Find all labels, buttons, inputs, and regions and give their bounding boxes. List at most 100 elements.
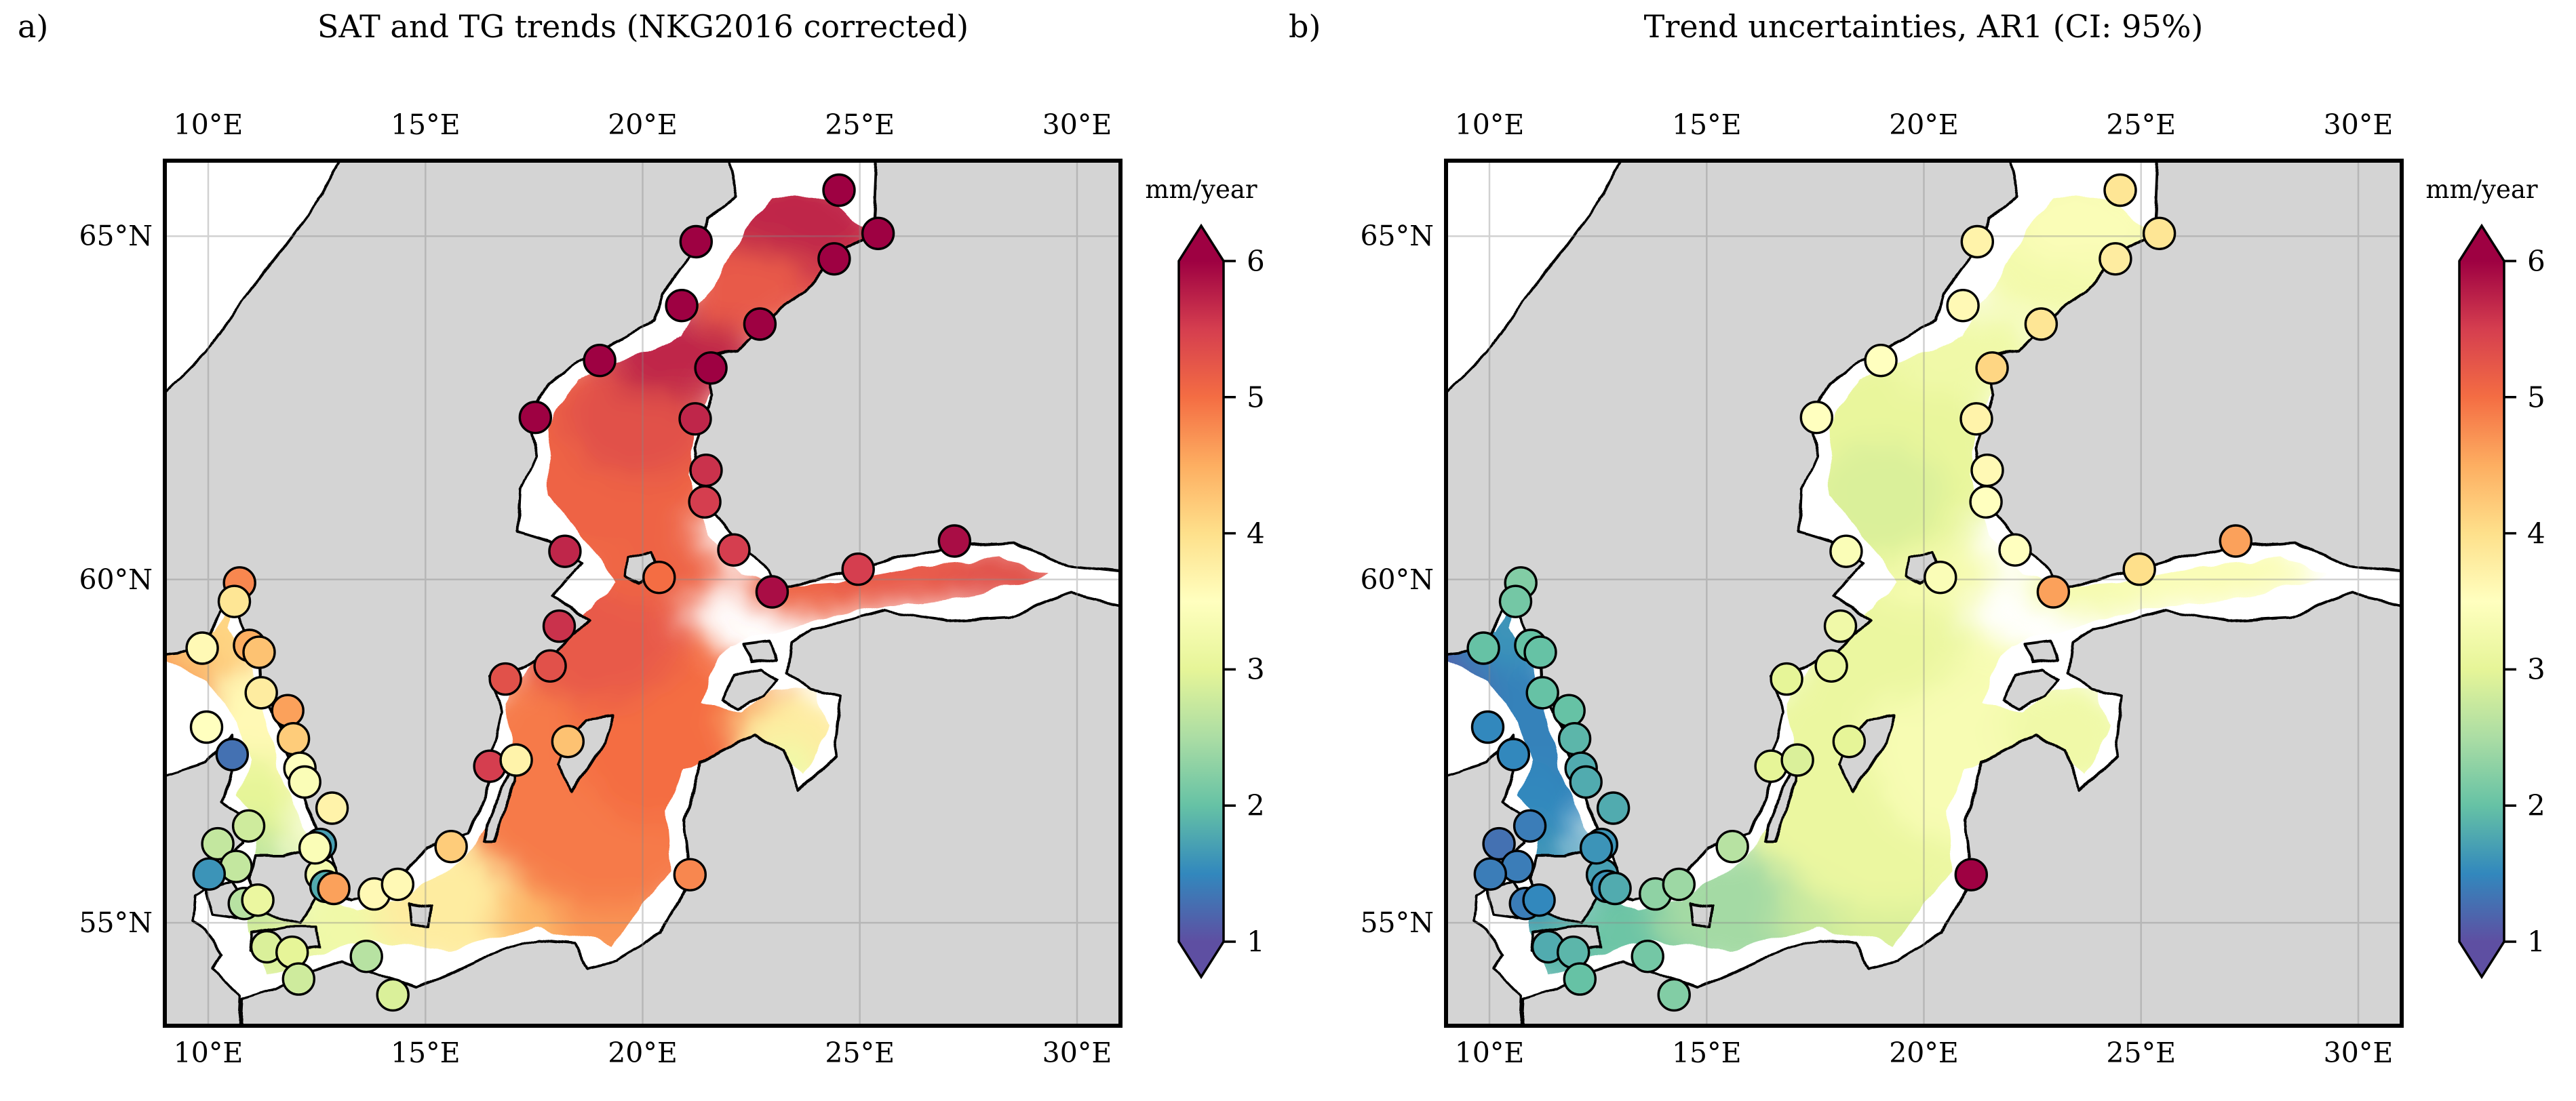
island xyxy=(409,900,433,928)
lon-tick-bottom-a: 25°E xyxy=(825,1037,895,1069)
tide-gauge-station xyxy=(488,662,522,696)
lat-tick-a: 65°N xyxy=(79,220,153,253)
tide-gauge-station xyxy=(679,224,713,259)
tide-gauge-station xyxy=(217,584,252,618)
lon-tick-top-a: 20°E xyxy=(608,108,678,141)
tide-gauge-station xyxy=(281,962,316,996)
colorbar-tick-label-b: 6 xyxy=(2527,244,2545,278)
island xyxy=(2022,640,2058,664)
colorbar-tick-label-a: 1 xyxy=(1247,925,1265,959)
tide-gauge-station xyxy=(1970,454,2004,487)
tide-gauge-station xyxy=(1498,584,1533,618)
island xyxy=(741,640,777,664)
tide-gauge-station xyxy=(317,871,351,906)
tide-gauge-station xyxy=(1513,809,1547,843)
tide-gauge-station xyxy=(817,242,851,276)
lon-tick-bottom-b: 25°E xyxy=(2106,1037,2177,1069)
tide-gauge-station xyxy=(349,939,383,974)
lon-tick-bottom-a: 20°E xyxy=(608,1037,678,1069)
tide-gauge-station xyxy=(231,809,266,843)
tide-gauge-station xyxy=(499,743,533,777)
lon-tick-top-a: 15°E xyxy=(390,108,461,141)
tide-gauge-station xyxy=(298,831,332,865)
tide-gauge-station xyxy=(1946,288,1980,323)
tide-gauge-station xyxy=(1780,743,1814,777)
tide-gauge-station xyxy=(743,307,777,341)
tide-gauge-station xyxy=(1598,871,1632,906)
island xyxy=(1690,900,1715,928)
tide-gauge-station xyxy=(244,676,278,710)
tide-gauge-station xyxy=(2036,575,2071,609)
colorbar-tick-label-a: 3 xyxy=(1247,652,1265,686)
tide-gauge-station xyxy=(1960,224,1994,259)
tide-gauge-station xyxy=(276,722,311,756)
southern-baltic-land xyxy=(1521,592,2402,1026)
tide-gauge-station xyxy=(542,609,577,643)
tide-gauge-station xyxy=(1470,710,1505,744)
lon-tick-top-a: 30°E xyxy=(1042,108,1112,141)
lon-tick-bottom-b: 10°E xyxy=(1454,1037,1525,1069)
tide-gauge-station xyxy=(1473,857,1508,891)
tide-gauge-station xyxy=(673,858,707,892)
colorbar-tick-label-b: 3 xyxy=(2527,652,2545,686)
lat-tick-a: 55°N xyxy=(79,906,153,940)
tide-gauge-station xyxy=(185,631,219,665)
tide-gauge-station xyxy=(551,725,585,759)
tide-gauge-station xyxy=(841,552,875,586)
tide-gauge-station xyxy=(665,288,699,323)
tide-gauge-station xyxy=(288,765,321,799)
tide-gauge-station xyxy=(1969,485,2003,519)
lon-tick-top-b: 10°E xyxy=(1454,108,1525,141)
tide-gauge-station xyxy=(1823,609,1858,643)
colorbar-b xyxy=(2458,223,2516,980)
panel-b-title: Trend uncertainties, AR1 (CI: 95%) xyxy=(1643,8,2204,45)
tide-gauge-station xyxy=(242,635,276,669)
tide-gauge-station xyxy=(1715,830,1749,864)
tide-gauge-station xyxy=(1557,722,1592,756)
tide-gauge-station xyxy=(1975,351,2009,385)
tide-gauge-station xyxy=(1770,662,1803,696)
tide-gauge-markers xyxy=(1466,173,2253,1012)
lat-tick-a: 60°N xyxy=(79,563,153,596)
tide-gauge-station xyxy=(1523,635,1557,669)
colorbar-tick-label-b: 2 xyxy=(2527,788,2545,822)
tide-gauge-station xyxy=(548,534,582,568)
tide-gauge-station xyxy=(189,710,224,744)
tide-gauge-station xyxy=(689,454,723,487)
lon-tick-top-a: 25°E xyxy=(825,108,895,141)
lon-tick-top-b: 30°E xyxy=(2323,108,2394,141)
tide-gauge-station xyxy=(376,978,410,1012)
tide-gauge-station xyxy=(1814,649,1848,683)
lon-tick-bottom-b: 15°E xyxy=(1671,1037,1742,1069)
colorbar-b-unit-label: mm/year xyxy=(2425,175,2538,204)
tide-gauge-station xyxy=(2099,242,2132,276)
colorbar-tick-label-b: 5 xyxy=(2527,380,2545,414)
colorbar-tick-label-a: 4 xyxy=(1247,517,1265,550)
lon-tick-bottom-a: 15°E xyxy=(390,1037,461,1069)
tide-gauge-station xyxy=(1799,401,1833,435)
tide-gauge-station xyxy=(1563,962,1597,996)
tide-gauge-station xyxy=(937,524,972,558)
map-frame xyxy=(163,159,1123,1028)
lon-tick-bottom-a: 10°E xyxy=(173,1037,243,1069)
lon-tick-top-b: 20°E xyxy=(1889,108,1959,141)
tide-gauge-station xyxy=(1954,858,1988,892)
colorbar-tick-label-b: 1 xyxy=(2527,925,2545,959)
tide-gauge-station xyxy=(1829,534,1863,568)
colorbar-a xyxy=(1177,223,1236,980)
tide-gauge-station xyxy=(533,649,567,683)
tide-gauge-station xyxy=(822,173,856,207)
tide-gauge-station xyxy=(678,402,712,436)
lon-tick-top-b: 25°E xyxy=(2106,108,2177,141)
tide-gauge-station xyxy=(717,533,751,567)
tide-gauge-station xyxy=(1482,826,1516,861)
tide-gauge-station xyxy=(1631,939,1664,974)
tide-gauge-station xyxy=(1552,694,1586,727)
tide-gauge-station xyxy=(642,561,676,595)
tide-gauge-station xyxy=(2219,524,2253,558)
lon-tick-top-a: 10°E xyxy=(173,108,243,141)
tide-gauge-station xyxy=(2103,173,2137,207)
tide-gauge-station xyxy=(2024,307,2058,341)
tide-gauge-station xyxy=(1466,631,1500,665)
lat-tick-b: 65°N xyxy=(1360,220,1434,253)
